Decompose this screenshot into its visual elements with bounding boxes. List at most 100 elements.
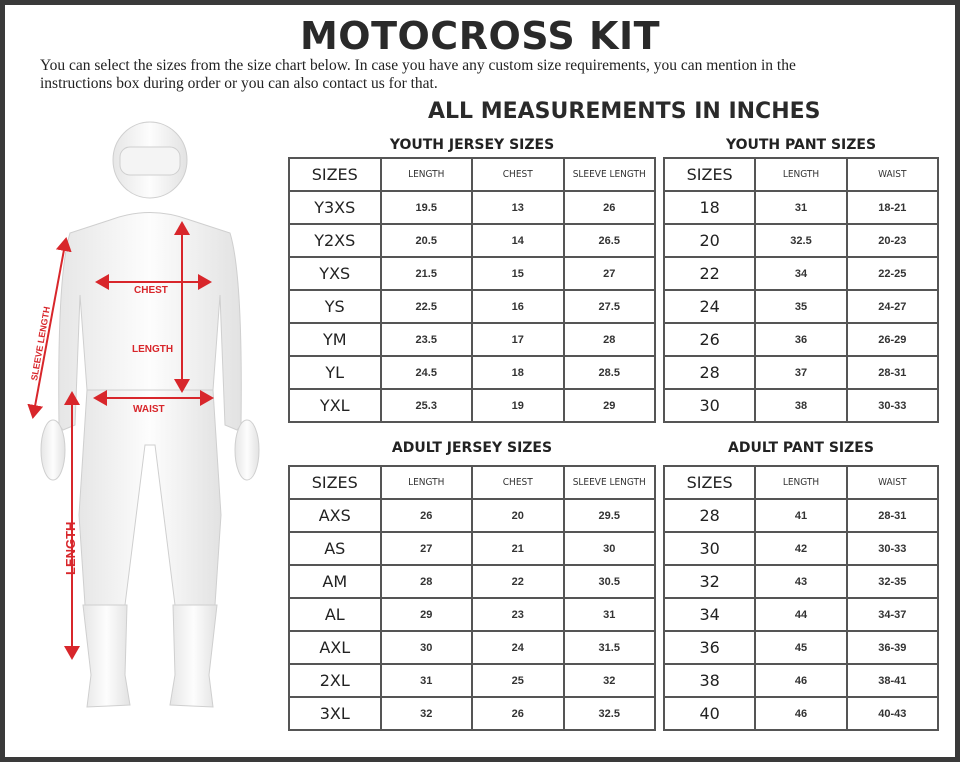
sleeve-length-arrow — [27, 237, 72, 419]
pant-length-label: LENGTH — [63, 522, 78, 575]
table-cell: Y3XS — [288, 190, 382, 225]
table-row: 20 32.5 20-23 — [662, 223, 940, 258]
chest-label: CHEST — [134, 285, 168, 296]
table-cell: 25 — [471, 663, 565, 698]
adult-jersey-title: ADULT JERSEY SIZES — [391, 440, 553, 456]
table-cell: 20 — [662, 223, 757, 258]
table-cell: 40-43 — [845, 696, 940, 731]
table-row: Y3XS 19.5 13 26 — [288, 190, 656, 225]
table-cell: 28 — [379, 564, 473, 599]
measurement-arrows — [27, 221, 214, 660]
youth-jersey-title: YOUTH JERSEY SIZES — [389, 137, 555, 153]
column-header: CHEST — [471, 465, 565, 500]
column-header: LENGTH — [379, 465, 473, 500]
table-cell: AXS — [288, 498, 382, 533]
table-row: 30 42 30-33 — [662, 531, 940, 566]
page-title: MOTOCROSS KIT — [299, 14, 661, 58]
intro-text: You can select the sizes from the size c… — [40, 57, 796, 92]
column-header: SIZES — [288, 157, 382, 192]
table-cell: 29 — [562, 388, 656, 423]
table-cell: 36 — [662, 630, 757, 665]
youth-pant-table: SIZES LENGTH WAIST 18 31 18-21 20 32.5 20-23 22 34… — [662, 157, 940, 423]
table-cell: 24 — [471, 630, 565, 665]
table-cell: 30-33 — [845, 531, 940, 566]
table-cell: 31 — [562, 597, 656, 632]
column-header: SLEEVE LENGTH — [562, 465, 656, 500]
table-row: YS 22.5 16 27.5 — [288, 289, 656, 324]
table-cell: 30 — [562, 531, 656, 566]
column-header: SIZES — [662, 465, 757, 500]
table-cell: 28 — [662, 498, 757, 533]
table-row: 26 36 26-29 — [662, 322, 940, 357]
table-header-row: SIZES LENGTH WAIST — [662, 465, 940, 500]
youth-pant-title: YOUTH PANT SIZES — [725, 137, 877, 153]
table-row: 18 31 18-21 — [662, 190, 940, 225]
table-header-row: SIZES LENGTH CHEST SLEEVE LENGTH — [288, 465, 656, 500]
table-cell: 46 — [754, 696, 848, 731]
figure-body — [40, 121, 260, 708]
table-cell: 21 — [471, 531, 565, 566]
table-cell: 36-39 — [845, 630, 940, 665]
table-row: YM 23.5 17 28 — [288, 322, 656, 357]
table-row: YL 24.5 18 28.5 — [288, 355, 656, 390]
table-cell: 32 — [662, 564, 757, 599]
table-cell: 38 — [662, 663, 757, 698]
table-cell: 30.5 — [562, 564, 656, 599]
table-cell: 32 — [379, 696, 473, 731]
table-cell: 42 — [754, 531, 848, 566]
table-cell: YXS — [288, 256, 382, 291]
table-row: AXL 30 24 31.5 — [288, 630, 656, 665]
column-header: LENGTH — [754, 157, 848, 192]
column-header: SLEEVE LENGTH — [562, 157, 656, 192]
table-cell: AL — [288, 597, 382, 632]
table-cell: AS — [288, 531, 382, 566]
table-row: 28 37 28-31 — [662, 355, 940, 390]
table-row: YXL 25.3 19 29 — [288, 388, 656, 423]
table-cell: AXL — [288, 630, 382, 665]
table-cell: 23.5 — [379, 322, 473, 357]
table-cell: 28 — [562, 322, 656, 357]
waist-label: WAIST — [133, 404, 165, 415]
table-cell: 38-41 — [845, 663, 940, 698]
table-cell: 30 — [379, 630, 473, 665]
table-cell: 13 — [471, 190, 565, 225]
table-cell: 29 — [379, 597, 473, 632]
adult-pant-table: SIZES LENGTH WAIST 28 41 28-31 30 42 30-33 32 43 32… — [662, 465, 940, 731]
table-cell: 23 — [471, 597, 565, 632]
table-cell: 24.5 — [379, 355, 473, 390]
table-cell: 18 — [662, 190, 757, 225]
table-cell: 27 — [379, 531, 473, 566]
adult-pant-title: ADULT PANT SIZES — [728, 440, 874, 456]
sleeve-length-label: SLEEVE LENGTH — [29, 306, 52, 382]
table-row: 22 34 22-25 — [662, 256, 940, 291]
table-cell: 24 — [662, 289, 757, 324]
table-cell: 31.5 — [562, 630, 656, 665]
table-cell: 20.5 — [379, 223, 473, 258]
table-cell: 41 — [754, 498, 848, 533]
table-cell: 32 — [562, 663, 656, 698]
table-cell: 20-23 — [845, 223, 940, 258]
table-cell: 26.5 — [562, 223, 656, 258]
table-cell: 26 — [471, 696, 565, 731]
table-cell: 34-37 — [845, 597, 940, 632]
table-row: 34 44 34-37 — [662, 597, 940, 632]
table-row: 2XL 31 25 32 — [288, 663, 656, 698]
table-cell: 44 — [754, 597, 848, 632]
table-cell: 26-29 — [845, 322, 940, 357]
youth-jersey-table: SIZES LENGTH CHEST SLEEVE LENGTH Y3XS 19.5 13 2… — [288, 157, 656, 423]
motocross-figure: CHEST LENGTH WAIST SLEEVE LENGTH LENGTH — [27, 121, 260, 708]
table-cell: 34 — [662, 597, 757, 632]
table-cell: 34 — [754, 256, 848, 291]
column-header: LENGTH — [754, 465, 848, 500]
table-cell: 16 — [471, 289, 565, 324]
column-header: SIZES — [662, 157, 757, 192]
table-cell: YXL — [288, 388, 382, 423]
table-cell: 26 — [662, 322, 757, 357]
column-header: CHEST — [471, 157, 565, 192]
table-row: 28 41 28-31 — [662, 498, 940, 533]
table-cell: 28 — [662, 355, 757, 390]
table-cell: 22.5 — [379, 289, 473, 324]
table-cell: 18-21 — [845, 190, 940, 225]
table-cell: 43 — [754, 564, 848, 599]
table-cell: 24-27 — [845, 289, 940, 324]
